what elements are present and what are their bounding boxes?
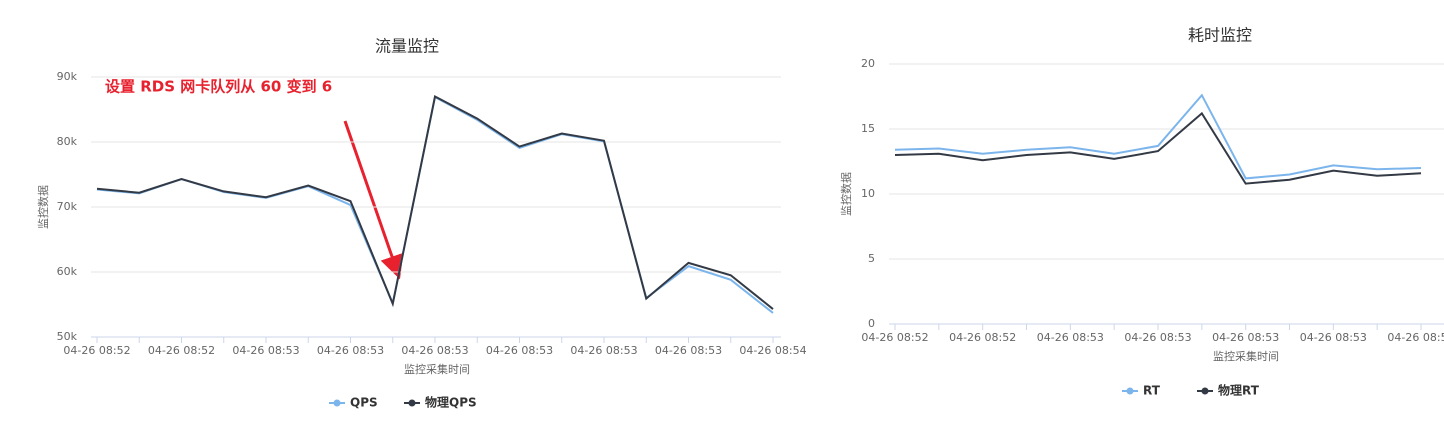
legend-marker (1201, 387, 1209, 395)
x-tick-label: 04-26 08:53 (317, 344, 384, 357)
x-tick-label: 04-26 08:52 (63, 344, 130, 357)
y-tick-label: 10 (861, 187, 875, 200)
x-tick-label: 04-26 08:53 (401, 344, 468, 357)
x-tick-label: 04-26 08:53 (486, 344, 553, 357)
y-axis-label: 监控数据 (36, 185, 50, 229)
y-tick-label: 5 (868, 252, 875, 265)
y-tick-label: 0 (868, 317, 875, 330)
x-tick-label: 04-26 08:52 (861, 331, 928, 344)
legend-label: 物理RT (1218, 383, 1260, 398)
legend-marker (1126, 387, 1134, 395)
annotation: 设置 RDS 网卡队列从 60 变到 6 (105, 78, 332, 96)
y-tick-label: 60k (57, 265, 78, 278)
series-line (894, 93, 1422, 180)
legend-label: QPS (350, 396, 378, 410)
y-tick-label: 20 (861, 57, 875, 70)
y-tick-label: 70k (57, 200, 78, 213)
x-tick-label: 04-26 08:53 (232, 344, 299, 357)
x-tick-label: 04-26 08:53 (1037, 331, 1104, 344)
x-tick-label: 04-26 08:52 (148, 344, 215, 357)
x-tick-label: 04-26 08:53 (655, 344, 722, 357)
x-tick-label: 04-26 08:53 (1212, 331, 1279, 344)
legend-marker (408, 399, 416, 407)
x-tick-label: 04-26 08:54 (739, 344, 806, 357)
x-axis-label: 监控采集时间 (1213, 349, 1279, 363)
arrow (343, 120, 404, 280)
x-tick-label: 04-26 08:53 (570, 344, 637, 357)
legend-label: 物理QPS (425, 395, 477, 410)
legend-label: RT (1143, 384, 1161, 398)
y-tick-label: 80k (57, 135, 78, 148)
series-line (894, 111, 1422, 185)
x-tick-label: 04-26 08:53 (1387, 331, 1444, 344)
y-tick-label: 90k (57, 70, 78, 83)
legend-marker (333, 399, 341, 407)
x-tick-label: 04-26 08:53 (1124, 331, 1191, 344)
y-axis-label: 监控数据 (839, 172, 853, 216)
x-tick-label: 04-26 08:52 (949, 331, 1016, 344)
chart-title: 流量监控 (375, 37, 439, 56)
y-tick-label: 15 (861, 122, 875, 135)
y-tick-label: 50k (57, 330, 78, 343)
x-tick-label: 04-26 08:53 (1300, 331, 1367, 344)
chart-title: 耗时监控 (1188, 26, 1252, 45)
series-line (96, 94, 774, 310)
x-axis-label: 监控采集时间 (404, 362, 470, 376)
series-line (96, 95, 774, 314)
